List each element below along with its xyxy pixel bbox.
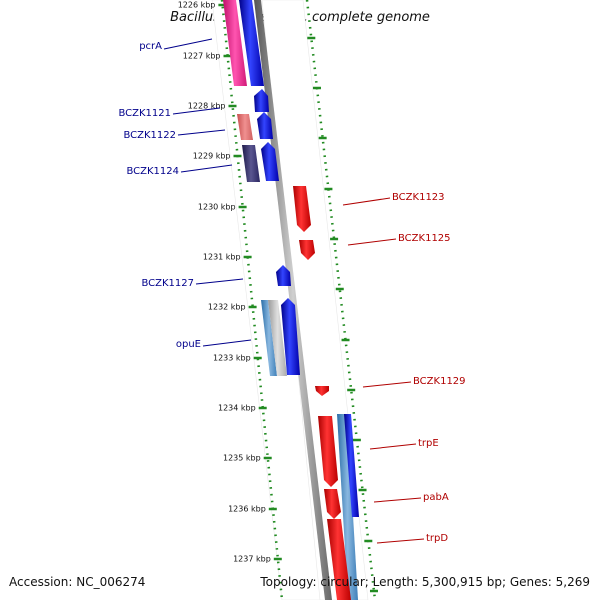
forward-gene-label[interactable]: BCZK1122 <box>123 130 176 141</box>
gene-BCZK1129 <box>315 386 329 396</box>
tick-label: 1233 kbp <box>213 354 251 363</box>
forward-gene-label[interactable]: opuE <box>176 339 201 350</box>
reverse-gene-label[interactable]: pabA <box>423 492 449 503</box>
gene-trpE-red <box>318 416 338 487</box>
tick-label: 1229 kbp <box>193 152 231 161</box>
leader-line <box>376 538 425 544</box>
leader-line <box>180 164 233 173</box>
genome-summary: Topology: circular; Length: 5,300,915 bp… <box>260 575 590 589</box>
outer-ticks <box>307 36 378 593</box>
gene-BCZK1123 <box>293 186 311 232</box>
leader-line <box>195 278 244 285</box>
reverse-gene-label[interactable]: BCZK1129 <box>413 376 466 387</box>
tick-ruler-outer <box>305 0 377 600</box>
reverse-gene-label[interactable]: trpD <box>426 533 448 544</box>
tick-label: 1231 kbp <box>203 253 241 262</box>
leader-line <box>163 38 213 50</box>
leader-line <box>177 129 226 136</box>
gene-trpE <box>344 414 359 517</box>
reverse-gene-label[interactable]: trpE <box>418 438 439 449</box>
leader-line <box>342 197 391 206</box>
gene-trpE-homolog <box>337 414 358 600</box>
leader-line <box>362 381 412 388</box>
tick-label: 1236 kbp <box>228 505 266 514</box>
forward-gene-label[interactable]: BCZK1124 <box>126 166 179 177</box>
reverse-genes <box>293 186 359 600</box>
forward-genes <box>223 0 300 376</box>
gene-BCZK1122 <box>257 112 273 139</box>
gene-BCZK1122-homolog <box>237 114 253 140</box>
tick-label: 1232 kbp <box>208 303 246 312</box>
gene-pcrA <box>239 0 264 86</box>
forward-gene-label[interactable]: pcrA <box>139 41 162 52</box>
tick-label: 1234 kbp <box>218 404 256 413</box>
tick-label: 1228 kbp <box>188 102 226 111</box>
gene-opuE-homolog-1 <box>261 300 277 376</box>
gene-BCZK1124-homolog <box>242 145 260 182</box>
forward-gene-labels: pcrA BCZK1121 BCZK1122 BCZK1124 BCZK1127 opuE <box>118 38 252 350</box>
tick-label: 1237 kbp <box>233 555 271 564</box>
leader-line <box>369 443 417 450</box>
leader-line <box>347 238 397 246</box>
gene-BCZK1124 <box>261 142 279 181</box>
tick-label: 1226 kbp <box>178 1 216 10</box>
gene-pcrA-homolog <box>223 0 247 86</box>
leader-line <box>202 339 252 347</box>
gene-opuE-homolog-2 <box>268 300 287 376</box>
tick-labels: 1226 kbp 1227 kbp 1228 kbp 1229 kbp 1230 kbp… <box>178 1 271 564</box>
gene-trpD <box>327 519 351 600</box>
accession-text: Accession: NC_006274 <box>9 575 146 589</box>
reverse-gene-label[interactable]: BCZK1125 <box>398 233 451 244</box>
gene-BCZK1121 <box>254 89 269 112</box>
gene-pabA <box>324 489 341 519</box>
reverse-gene-label[interactable]: BCZK1123 <box>392 192 445 203</box>
leader-line <box>373 497 422 503</box>
forward-gene-label[interactable]: BCZK1127 <box>141 278 194 289</box>
leader-line <box>172 107 221 115</box>
reverse-gene-labels: BCZK1123 BCZK1125 BCZK1129 trpE pabA trpD <box>342 192 466 544</box>
forward-gene-label[interactable]: BCZK1121 <box>118 108 171 119</box>
gene-opuE <box>281 298 300 375</box>
tick-label: 1227 kbp <box>183 52 221 61</box>
gene-BCZK1125 <box>299 240 315 260</box>
tick-label: 1235 kbp <box>223 454 261 463</box>
tick-label: 1230 kbp <box>198 203 236 212</box>
gene-BCZK1127 <box>276 265 291 286</box>
